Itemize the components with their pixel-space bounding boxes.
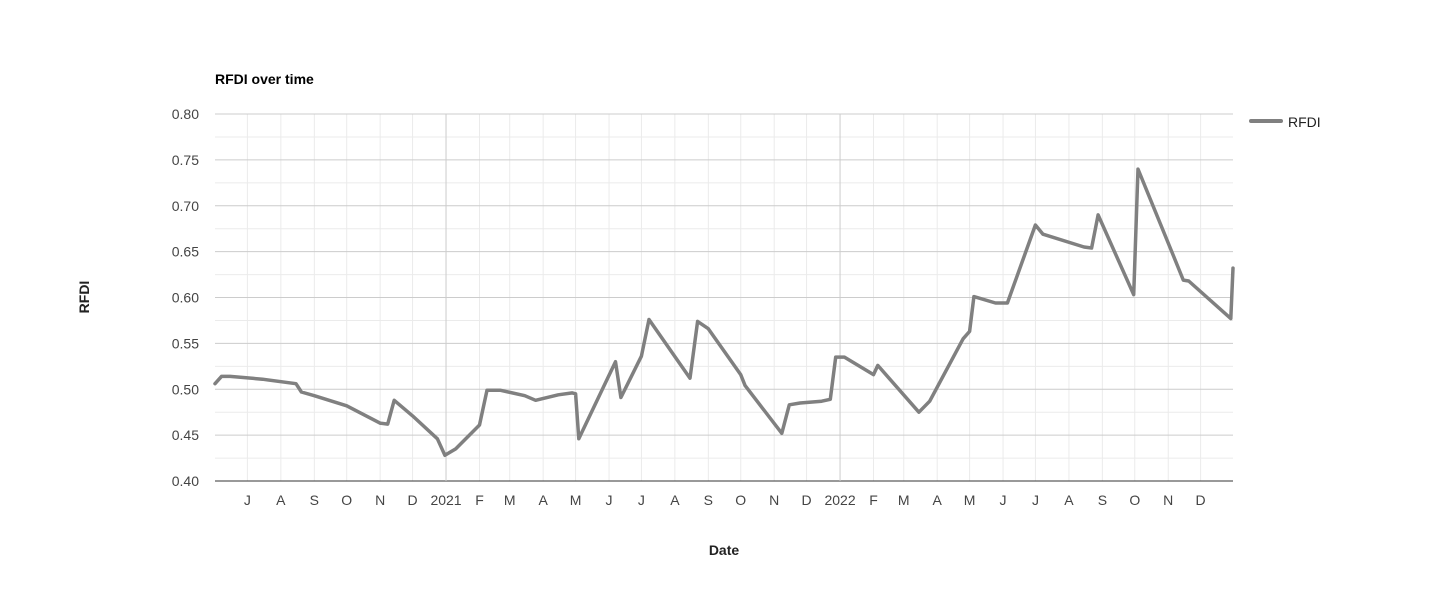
x-tick-label: J — [1032, 492, 1039, 508]
x-tick-label: D — [407, 492, 417, 508]
x-tick-label: M — [504, 492, 516, 508]
chart-title: RFDI over time — [215, 71, 314, 87]
x-tick-label: N — [375, 492, 385, 508]
y-tick-label: 0.45 — [172, 427, 199, 443]
x-tick-label: O — [341, 492, 352, 508]
x-tick-label: S — [1098, 492, 1107, 508]
legend-label-rfdi: RFDI — [1288, 114, 1321, 130]
x-tick-label: J — [606, 492, 613, 508]
x-tick-label: J — [1000, 492, 1007, 508]
x-tick-label: S — [704, 492, 713, 508]
x-tick-label: M — [964, 492, 976, 508]
y-tick-label: 0.65 — [172, 244, 199, 260]
x-tick-label: A — [539, 492, 549, 508]
x-tick-label: A — [1064, 492, 1074, 508]
x-tick-label: A — [670, 492, 680, 508]
x-tick-label: D — [1196, 492, 1206, 508]
series-line-rfdi[interactable] — [213, 167, 1235, 458]
y-tick-label: 0.80 — [172, 106, 199, 122]
major-gridlines — [215, 113, 1233, 482]
x-tick-label: J — [244, 492, 251, 508]
y-axis-ticks: 0.80 0.75 0.70 0.65 0.60 0.55 0.50 0.45 0.40 — [172, 106, 199, 489]
y-tick-label: 0.55 — [172, 335, 199, 351]
y-axis-title: RFDI — [76, 281, 92, 314]
x-tick-label: 2022 — [824, 492, 855, 508]
y-tick-label: 0.70 — [172, 198, 199, 214]
x-tick-label: F — [869, 492, 878, 508]
x-tick-label: S — [310, 492, 319, 508]
x-tick-label: O — [735, 492, 746, 508]
legend[interactable]: RFDI — [1249, 114, 1321, 130]
y-tick-label: 0.75 — [172, 152, 199, 168]
x-tick-label: F — [475, 492, 484, 508]
y-tick-label: 0.60 — [172, 290, 199, 306]
x-tick-label: J — [638, 492, 645, 508]
x-axis-title: Date — [709, 542, 740, 558]
x-tick-label: A — [933, 492, 943, 508]
x-tick-label: N — [1163, 492, 1173, 508]
x-tick-label: M — [570, 492, 582, 508]
x-tick-label: M — [898, 492, 910, 508]
x-tick-label: D — [802, 492, 812, 508]
series-layer — [213, 167, 1235, 458]
y-tick-label: 0.40 — [172, 473, 199, 489]
x-tick-label: N — [769, 492, 779, 508]
x-tick-label: 2021 — [430, 492, 461, 508]
x-tick-label: A — [276, 492, 286, 508]
x-axis-ticks: J A S O N D 2021 F M A M J J A S O N D 2022 F M A M J J A S O N D — [244, 492, 1206, 508]
x-tick-label: O — [1129, 492, 1140, 508]
y-tick-label: 0.50 — [172, 381, 199, 397]
